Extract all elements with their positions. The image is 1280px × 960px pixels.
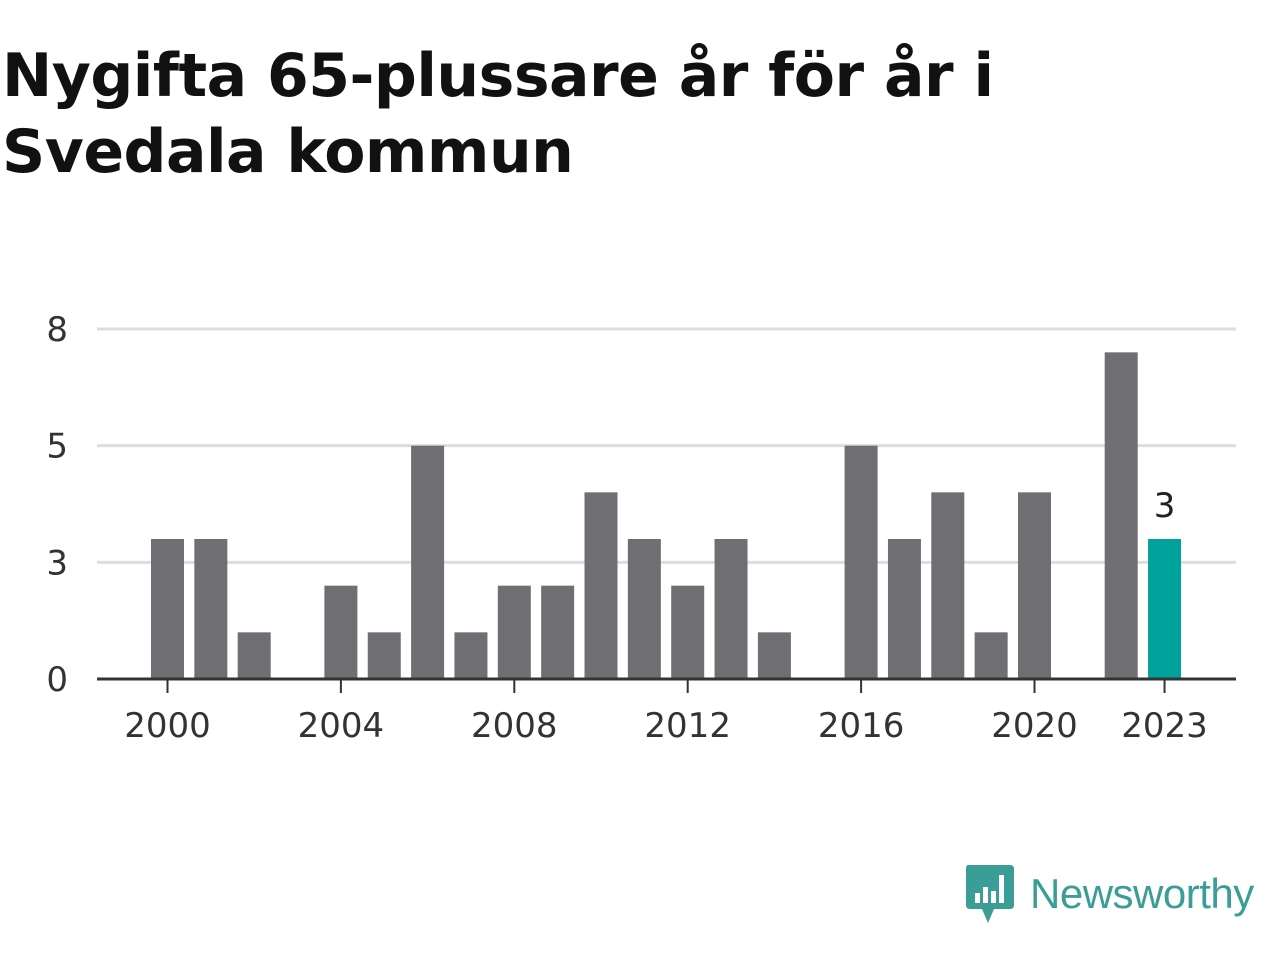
bar-2005 [367, 632, 401, 679]
x-tick-label: 2016 [818, 706, 905, 746]
bar-2007 [454, 632, 488, 679]
bar-2009 [541, 585, 575, 679]
bar-2011 [627, 539, 661, 679]
bar-2012 [671, 585, 705, 679]
data-labels: 3 [1154, 486, 1176, 526]
bar-2004 [324, 585, 358, 679]
bar-2019 [974, 632, 1008, 679]
bar-2018 [931, 492, 965, 679]
bar-2014 [757, 632, 791, 679]
x-tick-label: 2008 [471, 706, 558, 746]
x-tick-label: 2012 [644, 706, 731, 746]
chart-title: Nygifta 65-plussare år för år i Svedala … [2, 41, 994, 187]
bar-2022 [1104, 352, 1138, 679]
y-tick-label: 0 [46, 660, 68, 700]
x-tick-label: 2020 [991, 706, 1078, 746]
newsworthy-logo-icon [966, 865, 1014, 923]
bar-2016 [844, 445, 878, 679]
gridlines [97, 327, 1236, 564]
bar-2020 [1018, 492, 1051, 679]
bar-2001 [194, 539, 228, 679]
y-axis-ticks: 0 3 5 8 [46, 310, 68, 700]
x-tick-label: 2000 [124, 706, 211, 746]
bar-2008 [497, 585, 531, 679]
bars [151, 352, 1182, 679]
highlight-value-label: 3 [1154, 486, 1176, 526]
bar-2010 [584, 492, 618, 679]
y-tick-label: 8 [46, 310, 68, 350]
bar-2013 [714, 539, 748, 679]
y-tick-label: 5 [46, 427, 68, 467]
bar-highlight-2023 [1148, 539, 1182, 679]
newsworthy-logo: Newsworthy [964, 862, 1254, 926]
bar-2000 [151, 539, 184, 679]
bar-2006 [411, 445, 445, 679]
bar-2002 [237, 632, 271, 679]
bar-2017 [887, 539, 921, 679]
brand-name: Newsworthy [1030, 870, 1254, 917]
x-tick-label: 2004 [298, 706, 385, 746]
x-axis-ticks: 2000 2004 2008 2012 2016 2020 2023 [124, 679, 1208, 746]
x-tick-label: 2023 [1121, 706, 1208, 746]
y-tick-label: 3 [46, 543, 68, 583]
